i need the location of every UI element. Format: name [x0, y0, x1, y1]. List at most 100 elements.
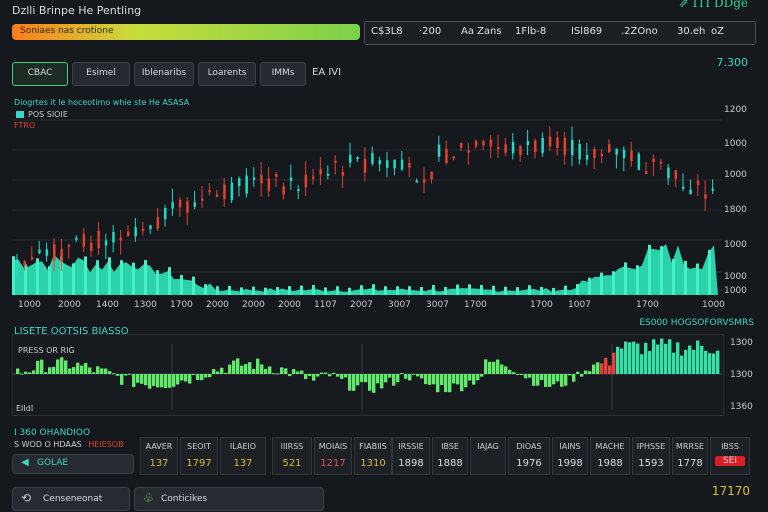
oscillator-bar — [136, 374, 140, 383]
candle-body — [445, 148, 448, 164]
oscillator-bar — [384, 374, 388, 383]
metric-card[interactable]: SEOIT 1797 — [180, 437, 218, 475]
oscillator-bar — [116, 374, 120, 376]
candle-body — [45, 249, 49, 256]
oscillator-bar — [644, 342, 648, 374]
footer-right-label: Conticikes — [161, 494, 208, 504]
oscillator-bar — [216, 371, 220, 374]
metric-card[interactable]: ILAEIO 137 — [220, 437, 266, 475]
oscillator-bar — [64, 360, 68, 374]
oscillator-bar — [264, 368, 268, 374]
metric-card[interactable]: MOIAIS 1217 — [314, 437, 352, 475]
metric-card[interactable]: DIOAS 1976 — [508, 437, 550, 475]
oscillator-bar — [364, 374, 368, 383]
volume-bar — [192, 276, 195, 295]
metric-card-value: 137 — [149, 458, 169, 469]
oscillator-bar — [324, 372, 328, 374]
summary-action-button[interactable]: ◀ GOLAE — [12, 454, 134, 474]
footer-left-button[interactable]: ⟲ Censeneonat — [12, 487, 130, 511]
candle-body — [349, 154, 352, 163]
metric-card[interactable]: IAJAG — [470, 437, 506, 475]
metric-card[interactable]: FIABIIS 1310 — [354, 437, 392, 475]
volume-bar — [228, 285, 231, 295]
oscillator-bar — [536, 374, 540, 386]
tab-esimel[interactable]: Esimel — [72, 62, 130, 86]
oscillator-bar — [240, 365, 244, 374]
volume-bar — [132, 262, 135, 295]
metric-card-value: 1310 — [360, 458, 386, 469]
lower-chart-title: LISETE OOTSIS BIASSO — [14, 326, 129, 337]
candle-body — [230, 182, 234, 201]
metric-card[interactable]: IPHSSE 1593 — [632, 437, 670, 475]
oscillator-bar — [656, 344, 660, 374]
metric-card-head: IIIRSS — [280, 442, 304, 451]
metric-card[interactable]: MRRSE 1778 — [672, 437, 708, 475]
oscillator-bar — [508, 369, 512, 374]
volume-bar — [660, 246, 663, 295]
volume-bar — [144, 260, 147, 295]
volume-bar — [468, 284, 471, 295]
metric-card-head: IAJAG — [477, 442, 499, 451]
oscillator-bar — [192, 374, 196, 375]
candle-body — [593, 148, 596, 158]
candle-body — [578, 143, 581, 160]
volume-bar — [240, 287, 243, 295]
oscillator-bar — [140, 374, 144, 384]
tab-cbac[interactable]: CBAC — [12, 62, 68, 86]
ticker-item: C$3L8 — [371, 26, 403, 37]
candle-body — [156, 217, 160, 229]
metric-card-value: 1888 — [437, 458, 463, 469]
candle-body — [119, 237, 123, 241]
tab-label: Iblenaribs — [141, 68, 187, 78]
footer-right-button[interactable]: ♧ Conticikes — [134, 487, 324, 511]
x-axis-label: 1107 — [314, 300, 337, 310]
oscillator-bar — [88, 367, 92, 374]
candle-body — [526, 140, 530, 146]
metric-card[interactable]: IAINS 1998 — [552, 437, 588, 475]
oscillator-bar — [252, 369, 256, 374]
oscillator-bar — [692, 349, 696, 374]
metric-card[interactable]: AAVER 137 — [140, 437, 178, 475]
oscillator-bar — [456, 374, 460, 385]
candle-body — [112, 232, 115, 243]
oscillator-bar — [524, 374, 528, 379]
oscillator-bar — [276, 373, 280, 375]
tab-loarents[interactable]: Loarents — [198, 62, 256, 86]
metric-card[interactable]: IIIRSS 521 — [272, 437, 312, 475]
candle-body — [289, 177, 293, 182]
metric-card[interactable]: IBSE 1888 — [432, 437, 468, 475]
oscillator-bar — [24, 371, 28, 374]
metric-card-value: 1898 — [398, 458, 424, 469]
candle-body — [178, 199, 182, 208]
search-bar[interactable]: Soniaes nas crotione — [12, 24, 360, 40]
metric-card[interactable]: MACHE 1988 — [590, 437, 630, 475]
oscillator-bar — [376, 374, 380, 384]
candle-body — [186, 201, 189, 213]
volume-bar — [408, 286, 411, 295]
oscillator-bar — [544, 374, 548, 387]
oscillator-bar — [428, 374, 432, 385]
tab-iblenaribs[interactable]: Iblenaribs — [134, 62, 194, 86]
volume-bar — [636, 265, 639, 295]
oscillator-bar — [300, 370, 304, 374]
oscillator-bar — [520, 374, 524, 375]
x-axis-label: 2000 — [206, 300, 229, 310]
volume-bar — [336, 286, 339, 295]
oscillator-bar — [452, 374, 456, 384]
metric-card[interactable]: IRSSIE 1898 — [392, 437, 430, 475]
metric-card-head: MOIAIS — [318, 442, 348, 451]
volume-bar — [672, 259, 675, 295]
oscillator-bar — [476, 374, 480, 381]
y-axis-label: 1000 — [724, 170, 747, 180]
oscillator-bar — [712, 353, 716, 374]
oscillator-bar — [484, 359, 488, 374]
volume-bar — [288, 286, 291, 295]
tab-imms[interactable]: IMMs — [260, 62, 306, 86]
oscillator-bar — [20, 373, 24, 375]
x-axis-label: 1007 — [568, 300, 591, 310]
metric-card[interactable]: IBSS SEI — [710, 437, 750, 475]
candle-body — [371, 153, 374, 164]
oscillator-bar — [492, 361, 496, 374]
volume-bar — [108, 257, 111, 295]
ticker-item: 30.eh — [677, 26, 706, 37]
